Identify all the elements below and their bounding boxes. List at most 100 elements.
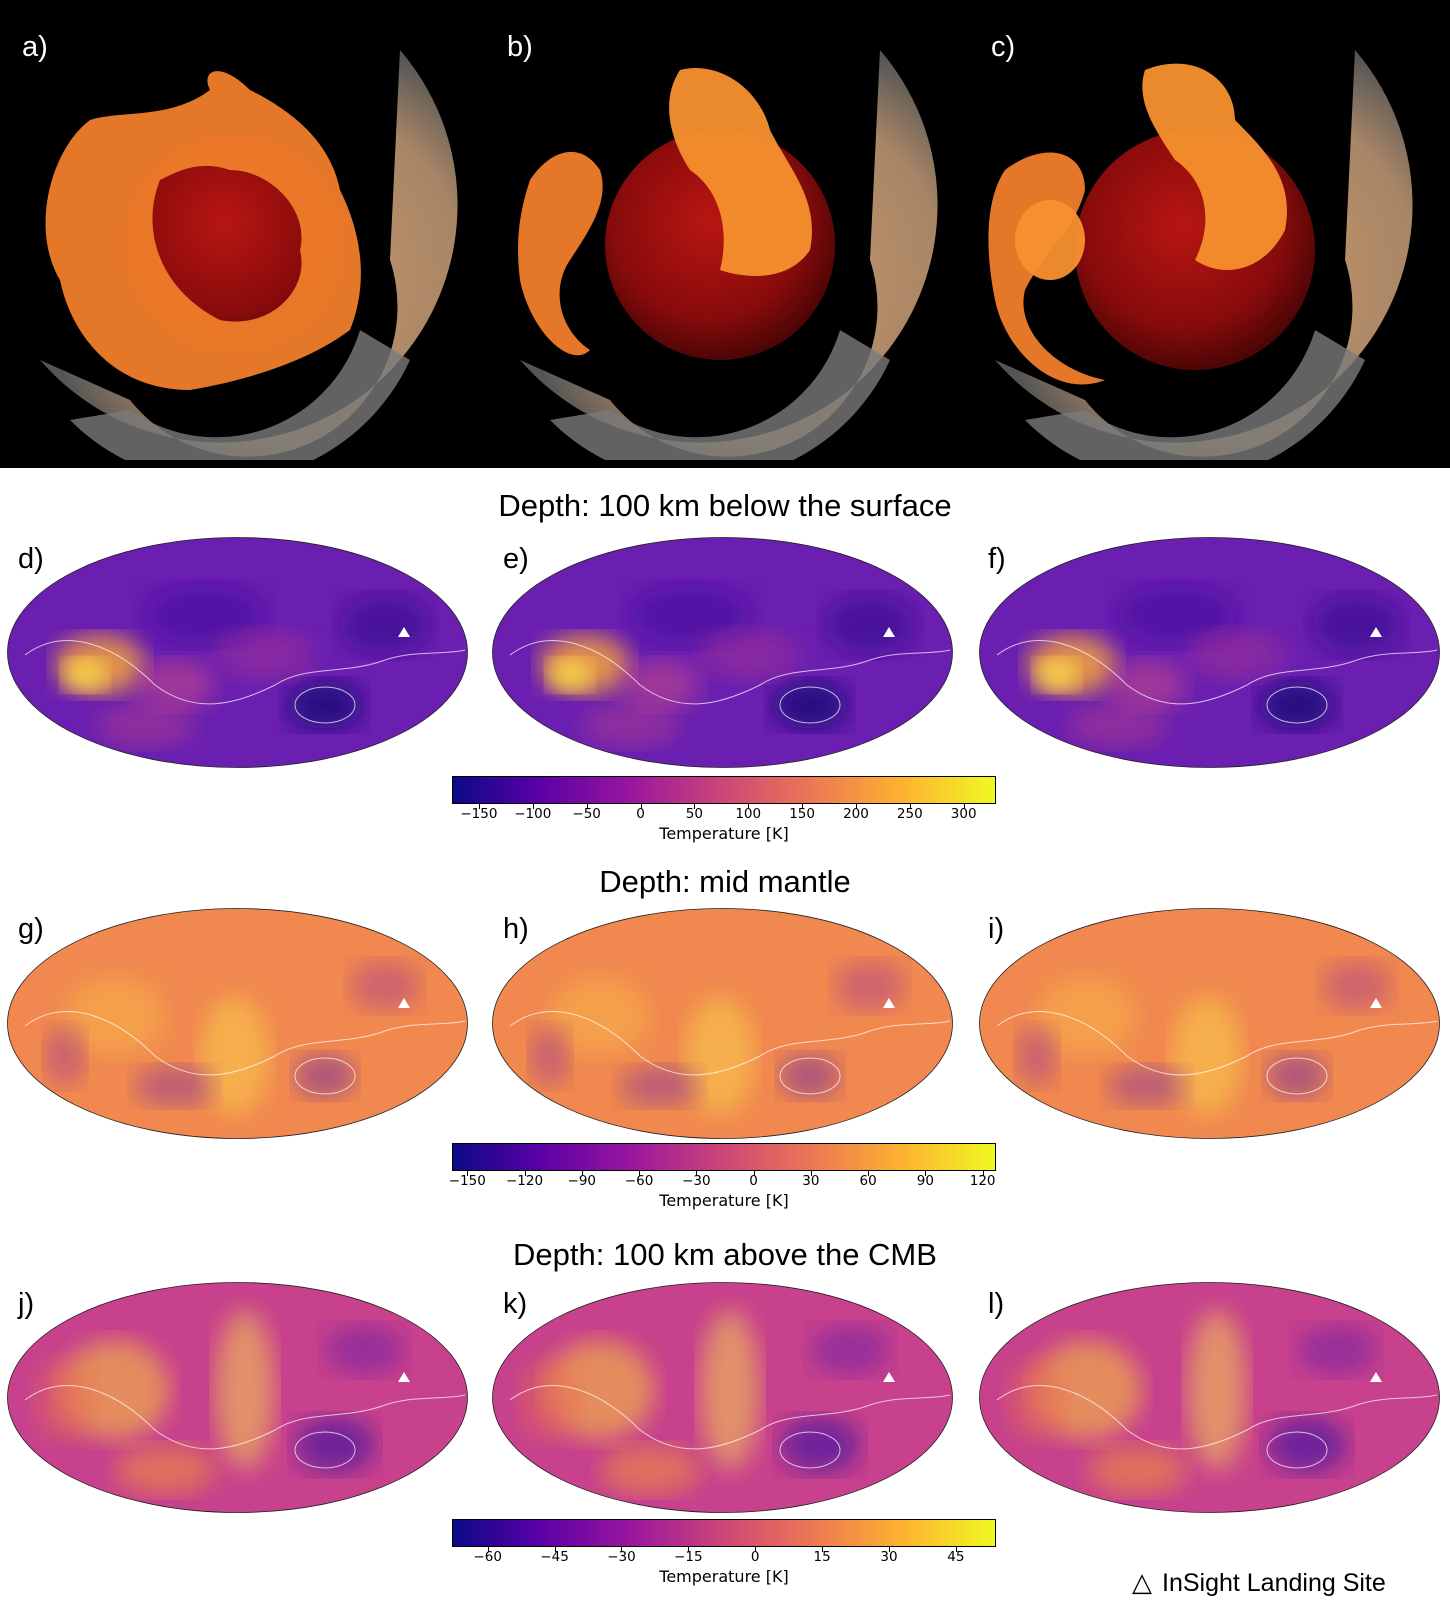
colorbar-tick-label: −120 [505, 1173, 544, 1189]
colorbar-tickmark [802, 804, 804, 809]
map-anomaly [520, 1360, 580, 1440]
map-f [979, 537, 1440, 768]
map-anomaly [145, 585, 265, 645]
map-anomaly [825, 595, 915, 655]
colorbar-label: Temperature [K] [659, 824, 789, 843]
map-anomaly [530, 1026, 570, 1086]
panel-label-f: f) [988, 543, 1006, 575]
colorbar-tickmark [810, 1171, 812, 1176]
map-anomaly [810, 1325, 890, 1375]
insight-landing-site-marker [1370, 1372, 1382, 1382]
globe-a [40, 50, 458, 460]
section-title-1: Depth: 100 km below the surface [498, 488, 952, 523]
section-title-3: Depth: 100 km above the CMB [513, 1237, 937, 1272]
colorbar-tick-label: 15 [813, 1549, 831, 1565]
map-anomaly [295, 1054, 355, 1098]
basin-contour [294, 686, 356, 724]
colorbar-tick-label: −60 [624, 1173, 654, 1189]
map-anomaly [1087, 1445, 1187, 1495]
colorbar-ticks: −60 −45 −30 −15 0 15 30 45 [452, 1547, 996, 1567]
colorbar-tick-label: −30 [682, 1173, 711, 1189]
map-outline [979, 537, 1440, 768]
panel-label-d: d) [18, 543, 44, 575]
dichotomy-contour [996, 1011, 1438, 1076]
colorbar-tickmark [639, 1171, 641, 1176]
colorbar-tick-label: 45 [947, 1549, 965, 1565]
insight-landing-site-marker [883, 998, 895, 1008]
panel-label-l: l) [988, 1288, 1005, 1320]
dichotomy-contour [509, 1385, 951, 1450]
basin-contour [1266, 686, 1328, 724]
colorbar-tickmark [909, 804, 911, 809]
map-anomaly [1172, 996, 1242, 1116]
panel-label-i: i) [988, 913, 1005, 945]
insight-landing-site-marker [883, 1372, 895, 1382]
map-outline [7, 1282, 468, 1513]
colorbar-tickmark [532, 804, 534, 809]
colorbar-tickmark [554, 1547, 556, 1552]
map-outline [979, 908, 1440, 1139]
colorbar-tickmark [963, 804, 965, 809]
colorbar-tick-label: 120 [969, 1173, 996, 1189]
map-anomaly [700, 1310, 760, 1470]
map-anomaly [1017, 1026, 1057, 1086]
map-anomaly [287, 681, 363, 729]
colorbar-tick-label: 30 [880, 1549, 898, 1565]
map-anomaly [295, 1417, 375, 1473]
panel-label-g: g) [18, 913, 44, 945]
map-h [492, 908, 953, 1139]
section-title-2: Depth: mid mantle [599, 864, 851, 899]
colorbar-gradient [452, 1143, 996, 1171]
map-anomaly [620, 1066, 700, 1106]
colorbar-tick-label: 50 [685, 806, 703, 822]
colorbar-3: −60 −45 −30 −15 0 15 30 45 Temperature [K] [452, 1519, 996, 1586]
dichotomy-contour [509, 640, 951, 705]
map-anomaly [780, 1417, 860, 1473]
colorbar-tick-label: 150 [789, 806, 815, 822]
map-anomaly [835, 961, 905, 1011]
dichotomy-contour [996, 1385, 1438, 1450]
colorbar-tickmark [888, 1547, 890, 1552]
insight-landing-site-marker [1370, 627, 1382, 637]
colorbar-tick-label: 90 [916, 1173, 934, 1189]
map-outline [979, 1282, 1440, 1513]
panel-label-a: a) [22, 31, 48, 63]
map-anomaly [215, 630, 315, 680]
colorbar-tick-label: −150 [448, 1173, 486, 1189]
colorbar-tickmark [955, 1547, 957, 1552]
colorbar-tickmark [982, 1171, 984, 1176]
insight-landing-site-marker [398, 627, 410, 637]
map-k [492, 1282, 953, 1513]
map-anomaly [95, 703, 195, 747]
colorbar-ticks: −150 −100 −50 0 50 100 150 200 250 300 [452, 804, 996, 824]
map-anomaly [65, 976, 165, 1056]
legend-label: InSight Landing Site [1162, 1568, 1386, 1597]
colorbar-tick-label: −100 [514, 806, 552, 822]
map-anomaly [340, 595, 430, 655]
colorbar-tick-label: 300 [950, 806, 977, 822]
map-anomaly [1037, 976, 1137, 1056]
map-outline [492, 908, 953, 1139]
colorbar-tickmark [487, 1547, 489, 1552]
map-anomaly [1187, 1310, 1247, 1470]
colorbar-tickmark [581, 1171, 583, 1176]
colorbar-tickmark [688, 1547, 690, 1552]
map-anomaly [115, 1445, 215, 1495]
map-anomaly [685, 996, 755, 1116]
basin-contour [294, 1057, 356, 1095]
panel-label-k: k) [503, 1288, 528, 1320]
map-i [979, 908, 1440, 1139]
dichotomy-contour [996, 640, 1438, 705]
map-e [492, 537, 953, 768]
map-anomaly [780, 1054, 840, 1098]
map-anomaly [1312, 595, 1402, 655]
map-anomaly [580, 703, 680, 747]
colorbar-1: −150 −100 −50 0 50 100 150 200 250 300 Temperatur… [452, 776, 996, 843]
colorbar-tick-label: 0 [750, 1549, 760, 1565]
colorbar-tick-label: −50 [572, 806, 601, 822]
colorbar-tickmark [467, 1171, 469, 1176]
map-anomaly [772, 681, 848, 729]
colorbar-tick-label: 0 [636, 806, 645, 822]
panel-label-c: c) [991, 31, 1016, 63]
map-anomaly [35, 1360, 95, 1440]
